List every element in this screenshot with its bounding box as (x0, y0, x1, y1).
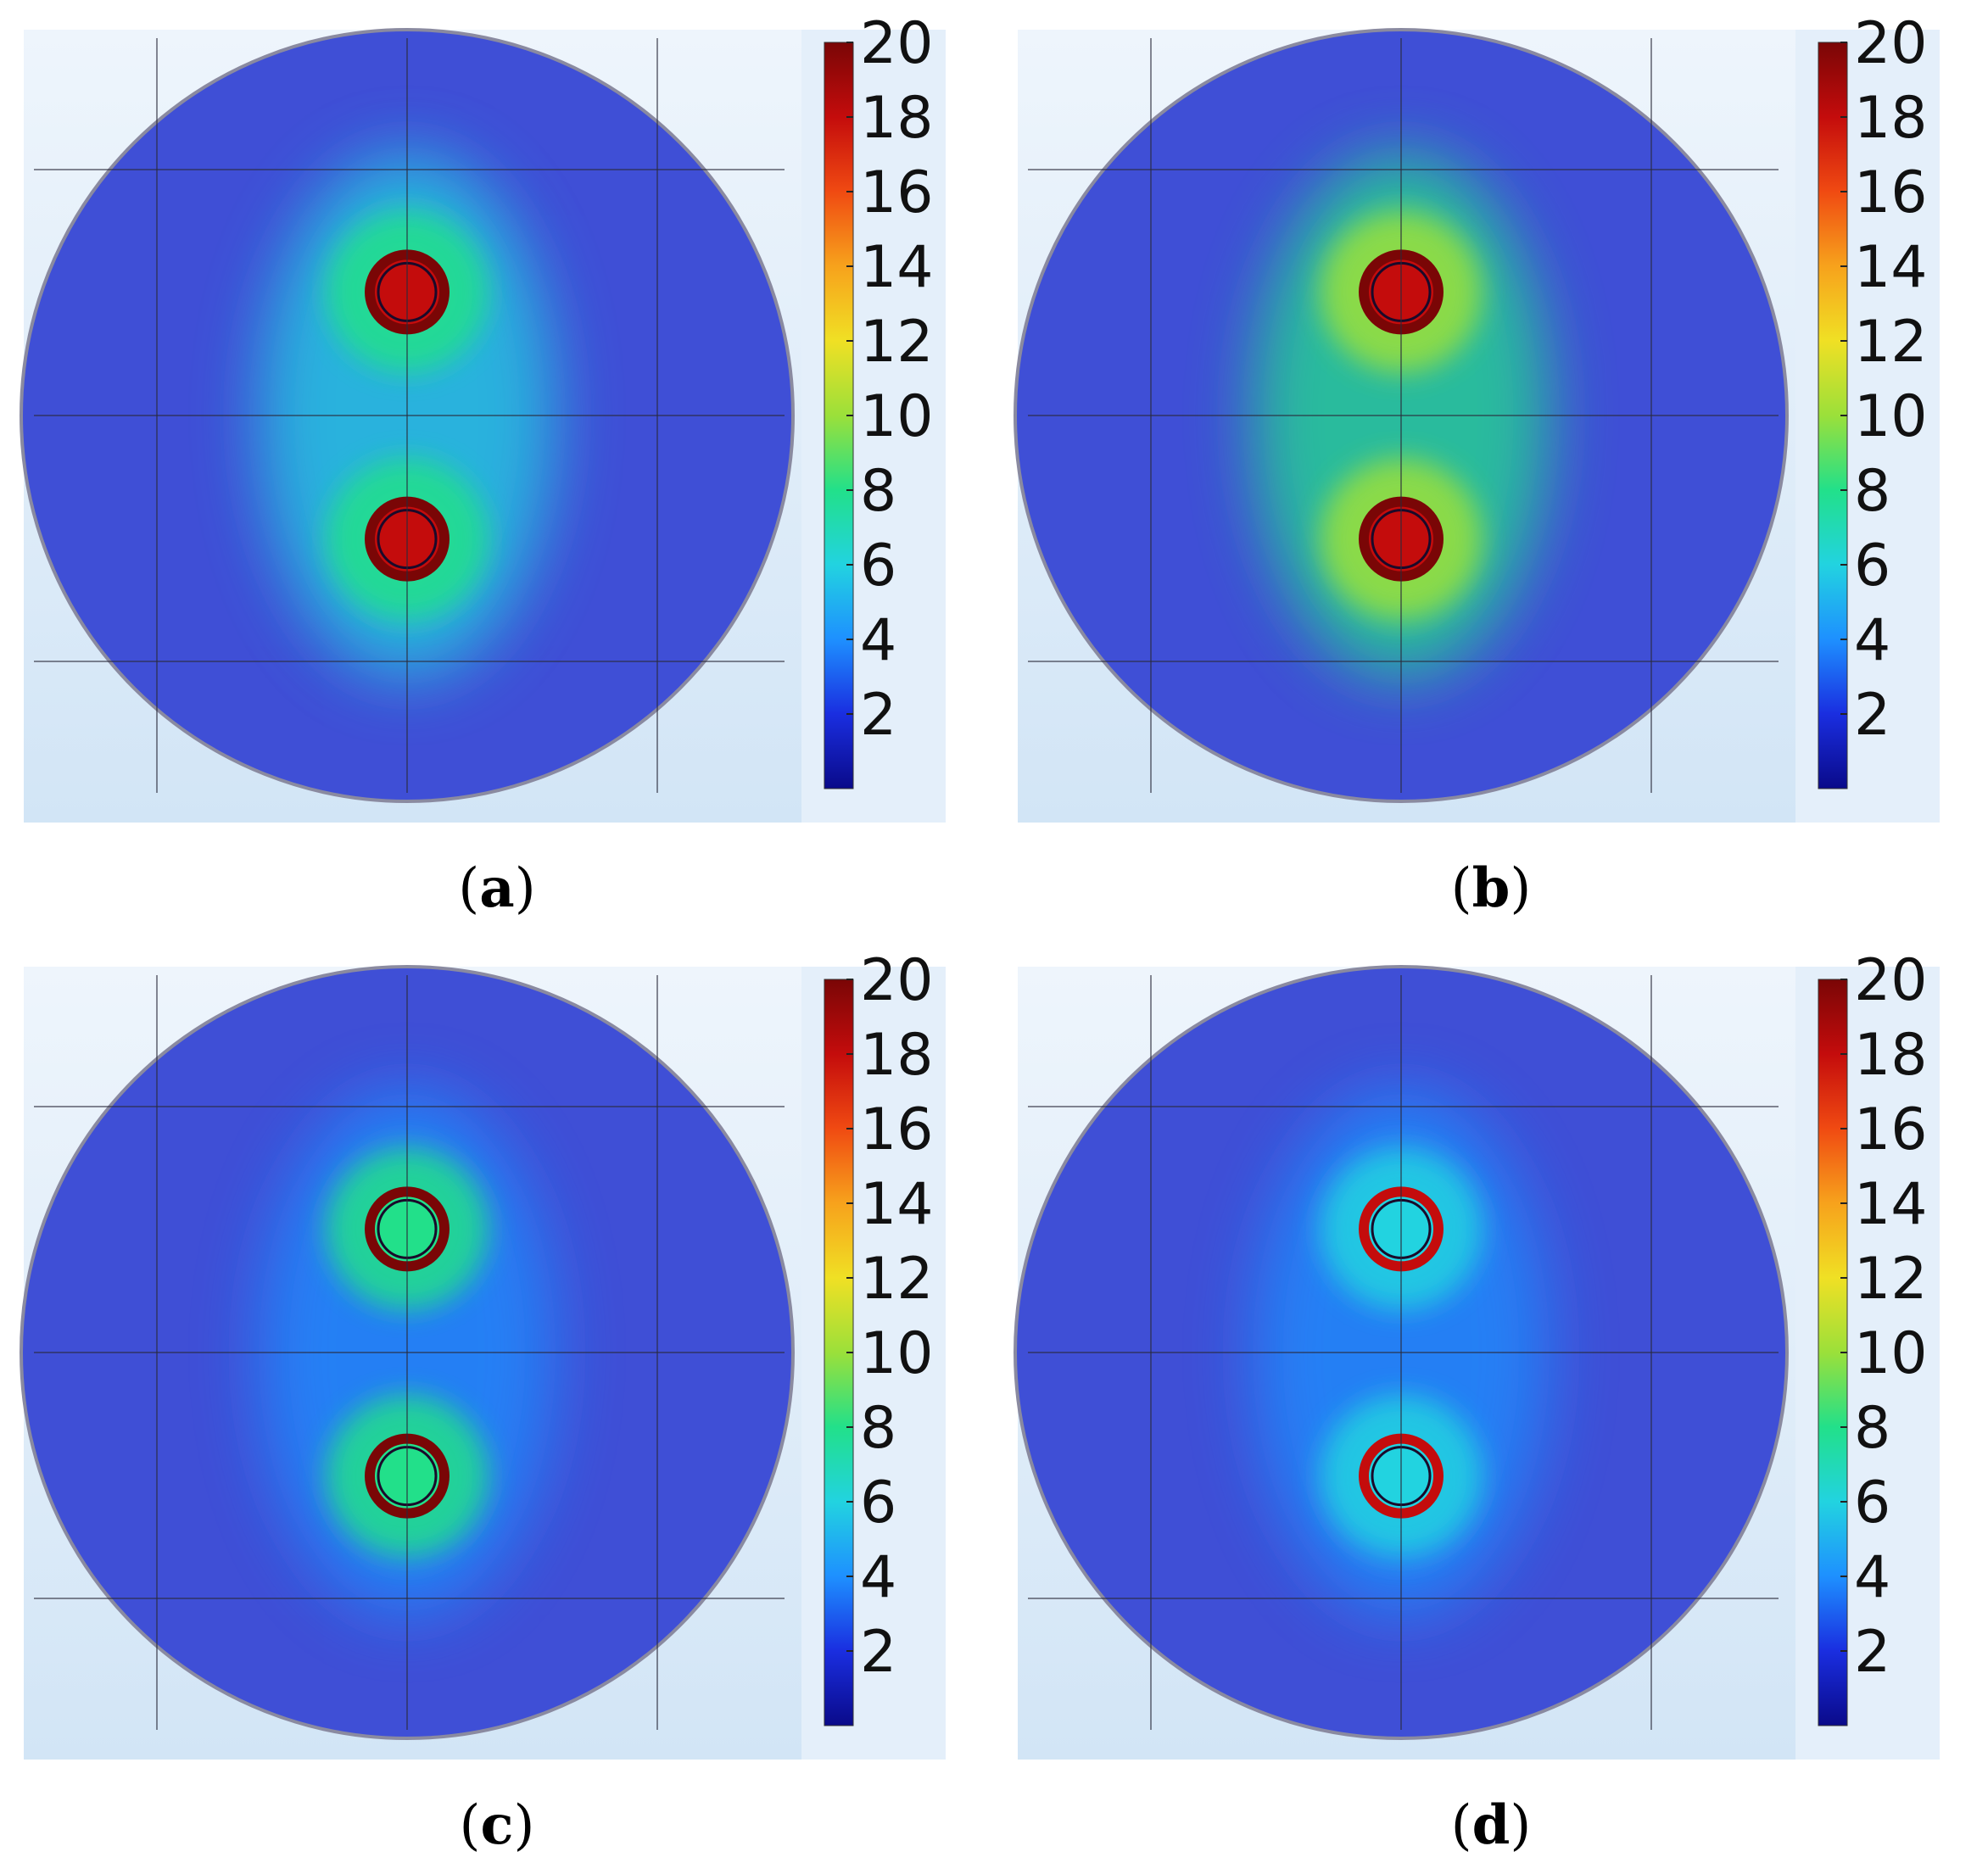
panel-d: 2 4 6 8 10 12 14 16 18 20 (d) (994, 937, 1988, 1870)
colorbar-tick-label: 18 (1854, 85, 1928, 152)
colorbar-tick-label: 6 (860, 533, 896, 600)
colorbar-tick-label: 12 (1854, 309, 1928, 376)
colorbar-tick-label: 18 (860, 1022, 934, 1089)
panel-c-plot: 2 4 6 8 10 12 14 16 18 20 (20, 947, 946, 1760)
colorbar-tick-label: 14 (1854, 1171, 1928, 1238)
colorbar-tick-label: 18 (860, 85, 934, 152)
panel-caption: (b) (1450, 856, 1532, 920)
colorbar-tick-label: 8 (1854, 458, 1890, 525)
colorbar-tick-label: 20 (1854, 10, 1928, 77)
colorbar-tick-label: 4 (860, 1544, 896, 1611)
colorbar-tick-label: 8 (860, 458, 896, 525)
colorbar-tick-label: 20 (1854, 947, 1928, 1014)
colorbar-tick-label: 2 (1854, 1619, 1890, 1686)
colorbar-tick-label: 4 (860, 607, 896, 674)
colorbar-tick-label: 20 (860, 947, 934, 1014)
colorbar-tick-label: 4 (1854, 607, 1890, 674)
colorbar-tick-label: 14 (1854, 234, 1928, 301)
colorbar-tick-label: 2 (860, 1619, 896, 1686)
colorbar-tick-label: 10 (860, 383, 934, 450)
panel-label: b (1471, 856, 1511, 920)
colorbar-tick-label: 6 (860, 1470, 896, 1537)
colorbar-tick-label: 10 (1854, 1320, 1928, 1387)
colorbar-tick-label: 16 (860, 159, 934, 226)
colorbar-tick-label: 10 (860, 1320, 934, 1387)
panel-b: 2 4 6 8 10 12 14 16 18 20 (b) (994, 0, 1988, 933)
colorbar-tick-label: 8 (860, 1395, 896, 1462)
panel-c: 2 4 6 8 10 12 14 16 18 20 (c) (0, 937, 994, 1870)
panel-d-plot: 2 4 6 8 10 12 14 16 18 20 (1014, 947, 1940, 1760)
panel-caption: (a) (458, 856, 536, 920)
panel-b-plot: 2 4 6 8 10 12 14 16 18 20 (1014, 10, 1940, 823)
colorbar-tick-label: 20 (860, 10, 934, 77)
colorbar-tick-label: 16 (860, 1096, 934, 1163)
colorbar-tick-label: 16 (1854, 1096, 1928, 1163)
colorbar-tick-label: 8 (1854, 1395, 1890, 1462)
colorbar-tick-label: 10 (1854, 383, 1928, 450)
panel-label: a (479, 856, 515, 920)
colorbar-tick-label: 16 (1854, 159, 1928, 226)
panel-label: d (1471, 1793, 1511, 1857)
colorbar-tick-label: 14 (860, 1171, 934, 1238)
colorbar-tick-label: 12 (860, 309, 934, 376)
panel-a-plot: 2 4 6 8 10 12 14 16 18 20 (20, 10, 946, 823)
colorbar-tick-label: 6 (1854, 1470, 1890, 1537)
colorbar-tick-label: 6 (1854, 533, 1890, 600)
colorbar-tick-label: 14 (860, 234, 934, 301)
panel-caption: (c) (459, 1793, 535, 1857)
panel-label: c (480, 1793, 514, 1857)
colorbar-tick-label: 12 (860, 1246, 934, 1313)
panel-caption: (d) (1450, 1793, 1532, 1857)
panel-a: 2 4 6 8 10 12 14 16 18 20 (a) (0, 0, 994, 933)
colorbar-tick-label: 12 (1854, 1246, 1928, 1313)
colorbar-tick-label: 18 (1854, 1022, 1928, 1089)
colorbar-tick-label: 4 (1854, 1544, 1890, 1611)
colorbar-tick-label: 2 (860, 682, 896, 749)
colorbar-tick-label: 2 (1854, 682, 1890, 749)
